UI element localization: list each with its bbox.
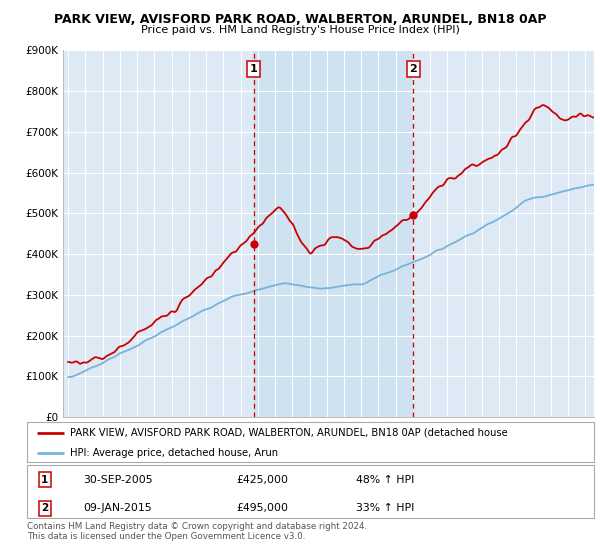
Text: 09-JAN-2015: 09-JAN-2015 bbox=[84, 503, 152, 514]
Text: 48% ↑ HPI: 48% ↑ HPI bbox=[356, 475, 414, 485]
Text: 2: 2 bbox=[410, 64, 418, 74]
Text: 30-SEP-2005: 30-SEP-2005 bbox=[84, 475, 154, 485]
Text: HPI: Average price, detached house, Arun: HPI: Average price, detached house, Arun bbox=[70, 448, 278, 458]
Text: Contains HM Land Registry data © Crown copyright and database right 2024.
This d: Contains HM Land Registry data © Crown c… bbox=[27, 522, 367, 542]
Text: 33% ↑ HPI: 33% ↑ HPI bbox=[356, 503, 414, 514]
Text: 1: 1 bbox=[250, 64, 257, 74]
Text: Price paid vs. HM Land Registry's House Price Index (HPI): Price paid vs. HM Land Registry's House … bbox=[140, 25, 460, 35]
FancyBboxPatch shape bbox=[27, 465, 594, 518]
Text: £495,000: £495,000 bbox=[237, 503, 289, 514]
Text: £425,000: £425,000 bbox=[237, 475, 289, 485]
Text: 1: 1 bbox=[41, 475, 49, 485]
Bar bbox=[254, 50, 413, 417]
Text: 2: 2 bbox=[41, 503, 49, 514]
Text: PARK VIEW, AVISFORD PARK ROAD, WALBERTON, ARUNDEL, BN18 0AP: PARK VIEW, AVISFORD PARK ROAD, WALBERTON… bbox=[54, 13, 546, 26]
Text: PARK VIEW, AVISFORD PARK ROAD, WALBERTON, ARUNDEL, BN18 0AP (detached house: PARK VIEW, AVISFORD PARK ROAD, WALBERTON… bbox=[70, 428, 507, 437]
